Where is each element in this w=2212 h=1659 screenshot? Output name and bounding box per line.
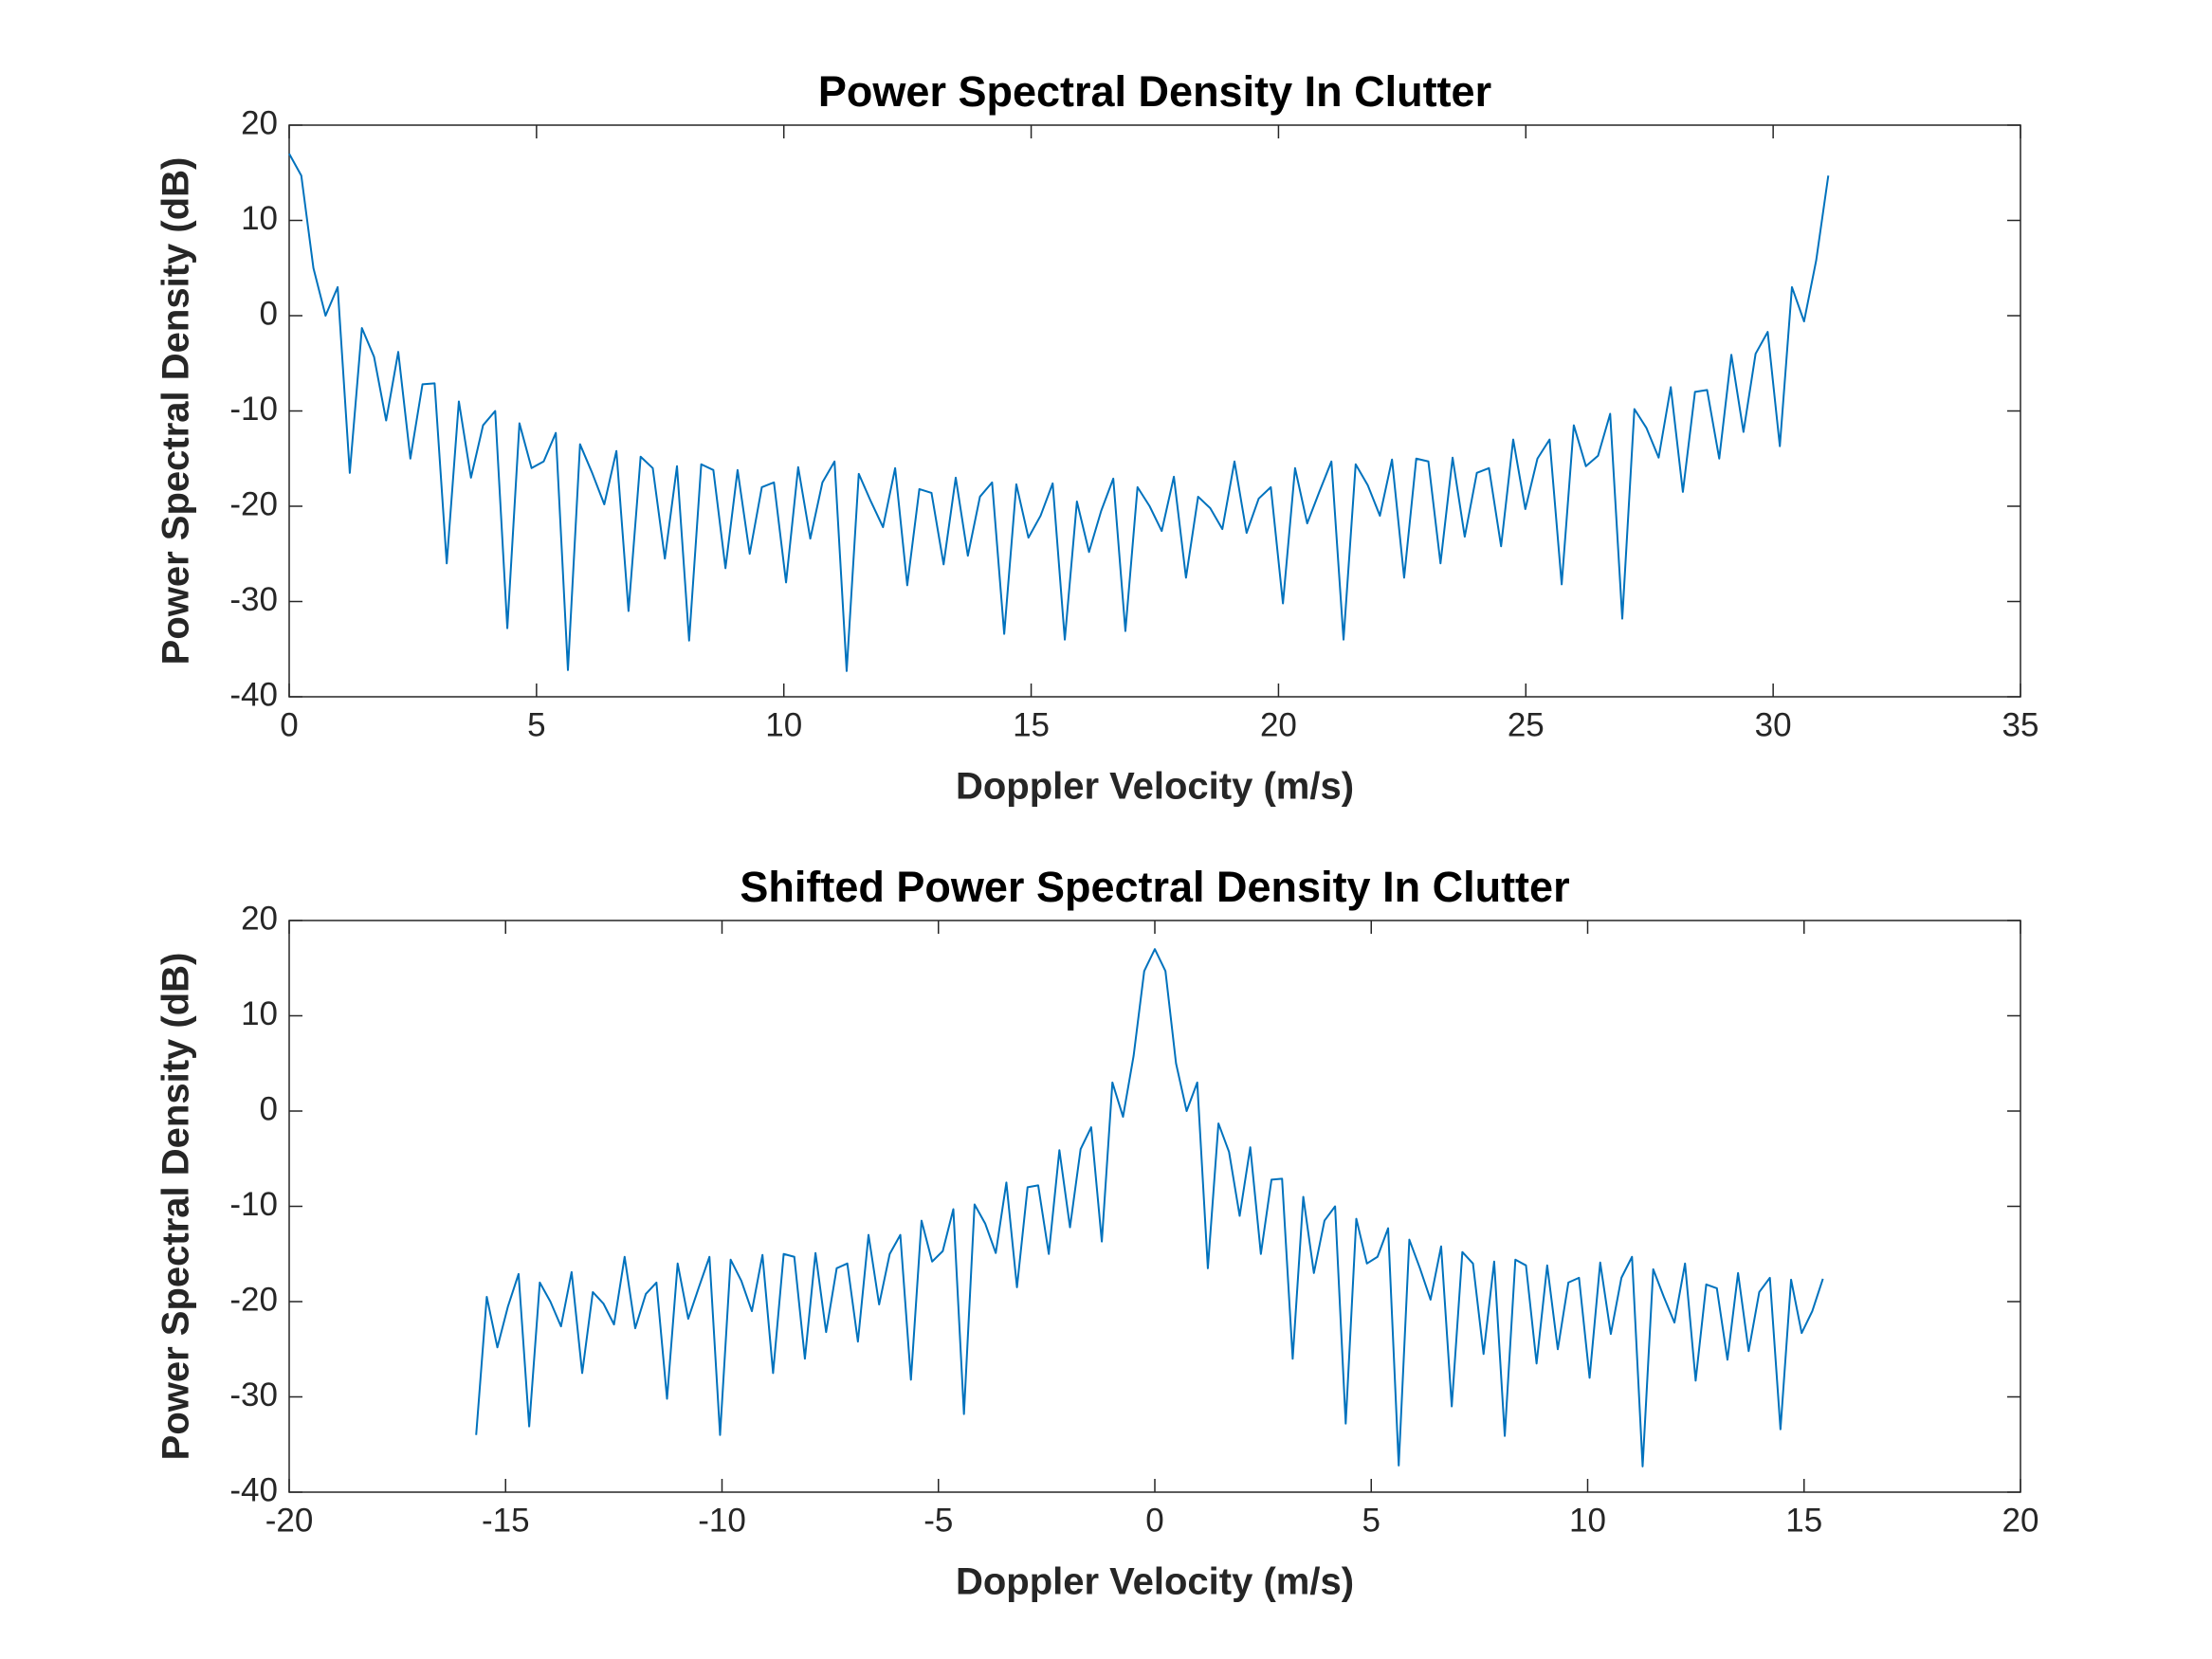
y-tick-label: 0 — [260, 1090, 278, 1127]
chart-title: Shifted Power Spectral Density In Clutte… — [740, 863, 1569, 911]
y-axis-label: Power Spectral Density (dB) — [155, 157, 197, 665]
y-tick-label: -20 — [229, 1281, 278, 1318]
data-line — [288, 153, 1830, 672]
y-tick-label: 0 — [260, 295, 278, 332]
y-axis-label: Power Spectral Density (dB) — [155, 953, 197, 1461]
x-tick-label: 0 — [1145, 1502, 1163, 1539]
y-tick-label: 10 — [241, 995, 278, 1032]
x-tick-label: 15 — [1785, 1502, 1822, 1539]
y-tick-label: -30 — [229, 581, 278, 618]
data-line — [475, 948, 1824, 1468]
x-tick-label: -5 — [923, 1502, 953, 1539]
x-tick-label: 20 — [2002, 1502, 2039, 1539]
x-tick-label: -20 — [265, 1502, 314, 1539]
y-tick-label: -20 — [229, 485, 278, 522]
y-tick-label: -30 — [229, 1376, 278, 1413]
y-tick-label: 20 — [241, 900, 278, 937]
x-tick-label: 30 — [1755, 706, 1792, 743]
x-tick-label: 10 — [765, 706, 802, 743]
y-tick-label: -10 — [229, 1186, 278, 1223]
y-tick-label: -40 — [229, 1471, 278, 1508]
y-tick-label: 20 — [241, 104, 278, 141]
x-axis-label: Doppler Velocity (m/s) — [956, 766, 1354, 808]
x-tick-label: 25 — [1508, 706, 1545, 743]
x-tick-label: -15 — [482, 1502, 530, 1539]
x-tick-label: 35 — [2002, 706, 2039, 743]
y-tick-label: -10 — [229, 391, 278, 428]
x-tick-label: 5 — [1362, 1502, 1380, 1539]
x-tick-label: 10 — [1569, 1502, 1606, 1539]
chart-title: Power Spectral Density In Clutter — [818, 67, 1491, 116]
x-tick-label: 20 — [1260, 706, 1297, 743]
x-tick-label: 5 — [527, 706, 545, 743]
x-tick-label: 15 — [1013, 706, 1050, 743]
x-tick-label: 0 — [280, 706, 298, 743]
plot-area — [288, 920, 2021, 1493]
plot-area — [288, 124, 2021, 698]
x-tick-label: -10 — [698, 1502, 746, 1539]
y-tick-label: 10 — [241, 200, 278, 237]
x-axis-label: Doppler Velocity (m/s) — [956, 1561, 1354, 1603]
y-tick-label: -40 — [229, 676, 278, 713]
